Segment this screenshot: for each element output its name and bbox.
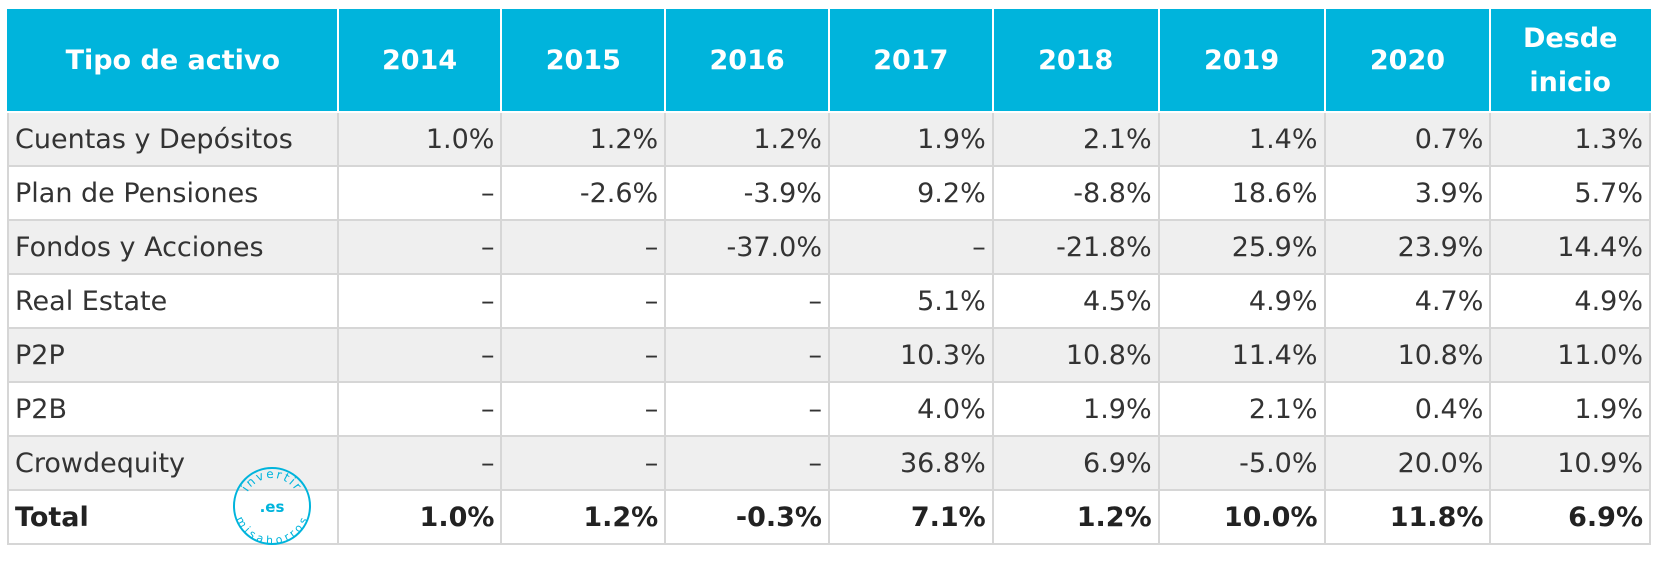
return-value-cell: – xyxy=(500,327,667,383)
return-value-cell: 2.1% xyxy=(1157,381,1326,437)
total-value-cell: 6.9% xyxy=(1489,489,1651,545)
return-value-cell: – xyxy=(827,219,994,275)
return-value-cell: 4.7% xyxy=(1323,273,1492,329)
total-value-cell: 1.0% xyxy=(336,489,503,545)
asset-type-cell: Cuentas y Depósitos xyxy=(7,111,339,167)
return-value-cell: 10.8% xyxy=(991,327,1160,383)
return-value-cell: -2.6% xyxy=(500,165,667,221)
table-row: Fondos y Acciones – – -37.0% – -21.8% 25.9% 23.… xyxy=(7,219,1651,275)
return-value-cell: 0.7% xyxy=(1323,111,1492,167)
asset-type-cell: Fondos y Acciones xyxy=(7,219,339,275)
return-value-cell: -21.8% xyxy=(991,219,1160,275)
return-value-cell: – xyxy=(664,327,830,383)
header-year-2020: 2020 xyxy=(1323,9,1492,113)
return-value-cell: -37.0% xyxy=(664,219,830,275)
total-value-cell: 11.8% xyxy=(1323,489,1492,545)
asset-type-cell: Real Estate xyxy=(7,273,339,329)
return-value-cell: – xyxy=(336,219,503,275)
return-value-cell: 23.9% xyxy=(1323,219,1492,275)
return-value-cell: – xyxy=(500,219,667,275)
return-value-cell: 3.9% xyxy=(1323,165,1492,221)
return-value-cell: 11.0% xyxy=(1489,327,1651,383)
table-row: Real Estate – – –5.1% 4.5% 4.9% 4.7% 4.9% xyxy=(7,273,1651,329)
table-body: Cuentas y Depósitos 1.0% 1.2% 1.2% 1.9% 2.1% 1… xyxy=(7,111,1651,545)
return-value-cell: 18.6% xyxy=(1157,165,1326,221)
return-value-cell: 2.1% xyxy=(991,111,1160,167)
return-value-cell: 0.4% xyxy=(1323,381,1492,437)
return-value-cell: – xyxy=(336,165,503,221)
return-value-cell: 1.9% xyxy=(1489,381,1651,437)
table-row: P2P – – –10.3% 10.8% 11.4% 10.8% 11.0% xyxy=(7,327,1651,383)
header-asset-type: Tipo de activo xyxy=(7,9,339,113)
header-year-2015: 2015 xyxy=(500,9,667,113)
return-value-cell: -5.0% xyxy=(1157,435,1326,491)
return-value-cell: -8.8% xyxy=(991,165,1160,221)
return-value-cell: 1.2% xyxy=(664,111,830,167)
returns-table: Tipo de activo 2014 2015 2016 2017 2018 … xyxy=(7,9,1651,545)
return-value-cell: 11.4% xyxy=(1157,327,1326,383)
return-value-cell: 6.9% xyxy=(991,435,1160,491)
return-value-cell: 1.3% xyxy=(1489,111,1651,167)
return-value-cell: – xyxy=(664,435,830,491)
return-value-cell: -3.9% xyxy=(664,165,830,221)
total-value-cell: 1.2% xyxy=(991,489,1160,545)
asset-type-cell: P2B xyxy=(7,381,339,437)
return-value-cell: – xyxy=(336,435,503,491)
return-value-cell: 1.0% xyxy=(336,111,503,167)
header-year-2016: 2016 xyxy=(664,9,830,113)
table-row: Cuentas y Depósitos 1.0% 1.2% 1.2% 1.9% 2.1% 1… xyxy=(7,111,1651,167)
table-row: Plan de Pensiones – -2.6% -3.9% 9.2% -8.8% 18.… xyxy=(7,165,1651,221)
return-value-cell: 20.0% xyxy=(1323,435,1492,491)
table-header-row: Tipo de activo 2014 2015 2016 2017 2018 … xyxy=(7,9,1651,113)
return-value-cell: 5.1% xyxy=(827,273,994,329)
return-value-cell: – xyxy=(336,273,503,329)
return-value-cell: 10.9% xyxy=(1489,435,1651,491)
return-value-cell: 4.9% xyxy=(1157,273,1326,329)
total-value-cell: 10.0% xyxy=(1157,489,1326,545)
return-value-cell: 5.7% xyxy=(1489,165,1651,221)
return-value-cell: – xyxy=(500,273,667,329)
asset-type-cell: P2P xyxy=(7,327,339,383)
return-value-cell: – xyxy=(500,435,667,491)
return-value-cell: 4.0% xyxy=(827,381,994,437)
return-value-cell: 4.9% xyxy=(1489,273,1651,329)
header-year-2018: 2018 xyxy=(991,9,1160,113)
header-year-2019: 2019 xyxy=(1157,9,1326,113)
header-year-2014: 2014 xyxy=(336,9,503,113)
return-value-cell: 25.9% xyxy=(1157,219,1326,275)
return-value-cell: 36.8% xyxy=(827,435,994,491)
return-value-cell: 1.9% xyxy=(827,111,994,167)
return-value-cell: 10.8% xyxy=(1323,327,1492,383)
header-since-inception: Desde inicio xyxy=(1489,9,1651,113)
return-value-cell: – xyxy=(336,327,503,383)
asset-type-cell: Crowdequity xyxy=(7,435,339,491)
total-row: Total 1.0% 1.2% -0.3% 7.1% 1.2% 10.0% 11.8% 6.9% xyxy=(7,489,1651,545)
total-value-cell: 7.1% xyxy=(827,489,994,545)
return-value-cell: – xyxy=(664,381,830,437)
asset-type-cell: Plan de Pensiones xyxy=(7,165,339,221)
total-label: Total xyxy=(7,489,339,545)
table-row: Crowdequity – – –36.8% 6.9% -5.0% 20.0% 10.9% xyxy=(7,435,1651,491)
return-value-cell: – xyxy=(500,381,667,437)
return-value-cell: 1.4% xyxy=(1157,111,1326,167)
return-value-cell: – xyxy=(664,273,830,329)
return-value-cell: 9.2% xyxy=(827,165,994,221)
table-row: P2B – – –4.0% 1.9% 2.1% 0.4% 1.9% xyxy=(7,381,1651,437)
total-value-cell: -0.3% xyxy=(664,489,830,545)
return-value-cell: 1.9% xyxy=(991,381,1160,437)
return-value-cell: 10.3% xyxy=(827,327,994,383)
return-value-cell: 1.2% xyxy=(500,111,667,167)
total-value-cell: 1.2% xyxy=(500,489,667,545)
return-value-cell: 14.4% xyxy=(1489,219,1651,275)
header-year-2017: 2017 xyxy=(827,9,994,113)
return-value-cell: – xyxy=(336,381,503,437)
return-value-cell: 4.5% xyxy=(991,273,1160,329)
